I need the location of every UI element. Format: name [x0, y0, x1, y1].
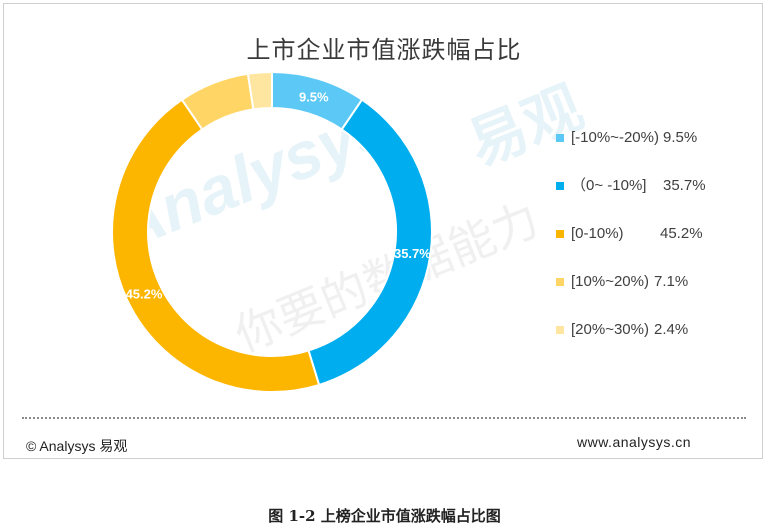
donut-slice	[246, 70, 273, 111]
legend-label: [0-10%)	[571, 225, 624, 242]
chart-legend: [-10%~-20%) 9.5% （0~ -10%] 35.7% [0-10%) 45.2…	[556, 121, 756, 361]
slice-data-label: 45.2%	[126, 287, 163, 302]
donut-slice	[307, 98, 433, 387]
legend-value: 2.4%	[654, 321, 689, 338]
copyright-text: © Analysys 易观	[26, 438, 128, 454]
legend-label: [-10%~-20%)	[571, 129, 659, 146]
legend-value: 7.1%	[654, 273, 689, 290]
legend-label: [10%~20%)	[571, 273, 649, 290]
legend-swatch	[556, 278, 564, 286]
legend-item: [0-10%) 45.2%	[556, 217, 756, 265]
legend-item: [20%~30%) 2.4%	[556, 313, 756, 361]
chart-card: Analysys 易观 你要的数据能力 上市企业市值涨跌幅占比 9.5%35.7…	[3, 3, 763, 459]
legend-swatch	[556, 230, 564, 238]
legend-item: [-10%~-20%) 9.5%	[556, 121, 756, 169]
donut-slice	[111, 98, 321, 393]
legend-label: （0~ -10%]	[571, 177, 647, 194]
legend-swatch	[556, 326, 564, 334]
legend-value: 9.5%	[663, 129, 698, 146]
legend-item: [10%~20%) 7.1%	[556, 265, 756, 313]
slice-data-label: 35.7%	[394, 246, 431, 261]
footer-divider	[22, 417, 746, 419]
legend-swatch	[556, 134, 564, 142]
figure-caption: 图 1-2 上榜企业市值涨跌幅占比图	[268, 507, 501, 525]
donut-chart: 9.5% 35.7% 45.2%	[111, 70, 433, 393]
legend-item: （0~ -10%] 35.7%	[556, 169, 756, 217]
legend-value: 35.7%	[663, 177, 706, 194]
legend-value: 45.2%	[660, 225, 703, 242]
legend-label: [20%~30%)	[571, 321, 649, 338]
chart-title: 上市企业市值涨跌幅占比	[246, 37, 522, 64]
legend-swatch	[556, 182, 564, 190]
website-link[interactable]: www.analysys.cn	[577, 434, 692, 450]
slice-data-label: 9.5%	[299, 89, 329, 104]
